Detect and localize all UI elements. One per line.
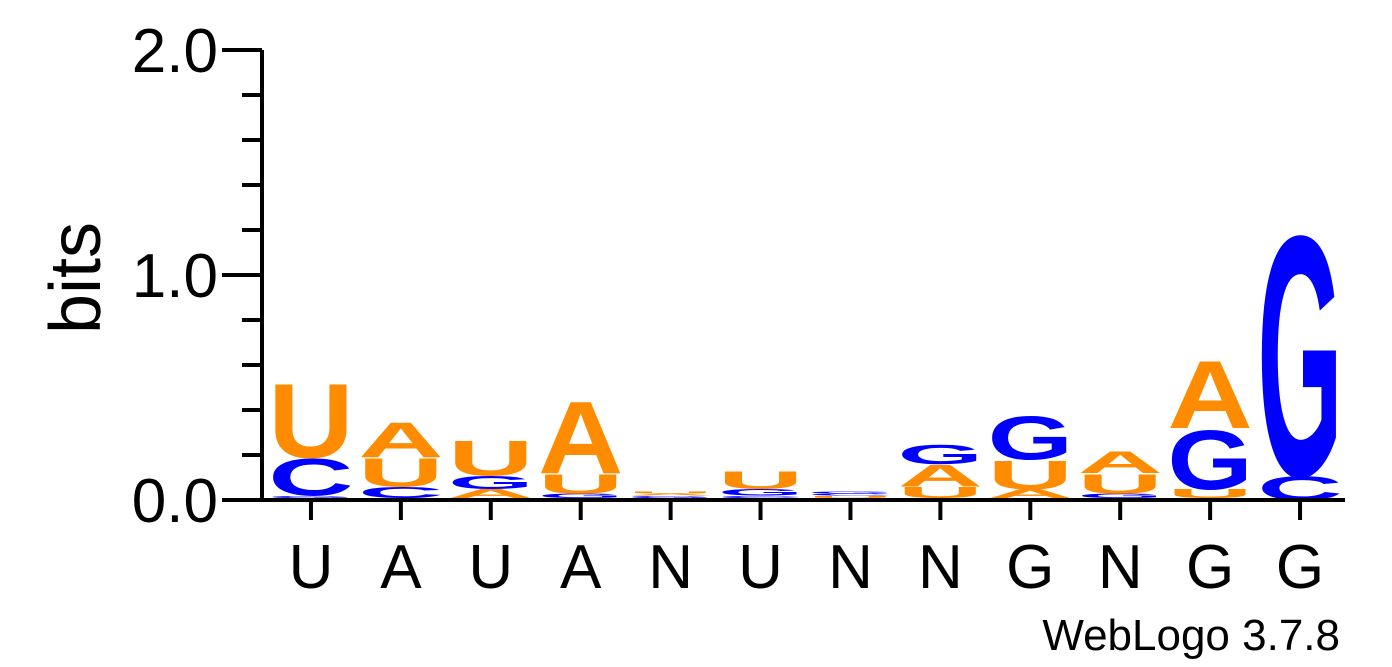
logo-letter-U: U bbox=[1077, 468, 1162, 499]
logo-stack: AGCU bbox=[268, 361, 353, 507]
logo-letter-G: G bbox=[268, 495, 353, 498]
weblogo-credit: WebLogo 3.7.8 bbox=[1042, 611, 1340, 660]
y-tick-label: 2.0 bbox=[132, 17, 218, 86]
x-tick-label: A bbox=[380, 533, 422, 602]
logo-letter-G: G bbox=[538, 492, 623, 499]
y-axis-label: bits bbox=[36, 222, 116, 334]
logo-letter-U: U bbox=[358, 450, 443, 495]
logo-letter-G: G bbox=[628, 495, 713, 498]
x-tick-label: G bbox=[1006, 533, 1054, 602]
logo-letter-C: C bbox=[718, 495, 803, 499]
logo-letter-U: U bbox=[538, 468, 623, 499]
logo-stack: CG bbox=[1257, 165, 1342, 549]
x-tick-label: N bbox=[648, 533, 693, 602]
logo-letter-A: A bbox=[358, 413, 443, 469]
x-tick-label: A bbox=[560, 533, 602, 602]
logo-letter-C: C bbox=[808, 493, 893, 497]
logo-letter-C: C bbox=[358, 484, 443, 501]
logo-letter-A: A bbox=[1077, 445, 1162, 480]
logo-letter-A: A bbox=[628, 493, 713, 497]
logo-letter-A: A bbox=[988, 486, 1073, 500]
logo-letter-A: A bbox=[898, 459, 983, 494]
logo-letter-U: U bbox=[898, 484, 983, 501]
y-tick-label: 1.0 bbox=[132, 242, 218, 311]
logo-letter-G: G bbox=[808, 490, 893, 493]
logo-stacks: AGCUGCUACAGUCGUACGAUACGUAUCGCUAGCAUGCGUA… bbox=[268, 165, 1342, 549]
y-axis: 0.0 1.0 2.0 bbox=[132, 17, 264, 536]
x-tick-label: N bbox=[828, 533, 873, 602]
logo-letter-A: A bbox=[448, 486, 533, 500]
logo-letter-A: A bbox=[1167, 340, 1252, 448]
x-tick-label: U bbox=[468, 533, 513, 602]
logo-letter-C: C bbox=[268, 448, 353, 507]
logo-letter-U: U bbox=[1167, 486, 1252, 500]
x-tick-label: G bbox=[1276, 533, 1324, 602]
x-tick-label: U bbox=[738, 533, 783, 602]
logo-stack: CUGA bbox=[1167, 340, 1252, 507]
logo-letter-U: U bbox=[628, 490, 713, 494]
x-tick-label: U bbox=[289, 533, 334, 602]
logo-letter-A: A bbox=[538, 380, 623, 495]
logo-letter-G: G bbox=[898, 438, 983, 470]
logo-letter-G: G bbox=[448, 472, 533, 493]
logo-letter-U: U bbox=[268, 361, 353, 480]
logo-letter-G: G bbox=[1167, 412, 1252, 507]
x-tick-label: N bbox=[918, 533, 963, 602]
logo-stack: CAUG bbox=[988, 403, 1073, 501]
x-tick-label: N bbox=[1098, 533, 1143, 602]
y-tick-label: 0.0 bbox=[132, 467, 218, 536]
logo-letter-G: G bbox=[988, 403, 1073, 473]
logo-stack: CUAG bbox=[898, 438, 983, 501]
logo-letter-U: U bbox=[718, 467, 803, 495]
x-tick-label: G bbox=[1186, 533, 1234, 602]
logo-stack: GCUA bbox=[358, 413, 443, 501]
logo-letter-U: U bbox=[988, 452, 1073, 497]
logo-letter-G: G bbox=[718, 487, 803, 498]
logo-stack: CAGU bbox=[448, 431, 533, 501]
logo-letter-G: G bbox=[1257, 165, 1342, 549]
logo-letter-U: U bbox=[448, 431, 533, 487]
logo-letter-U: U bbox=[808, 495, 893, 499]
logo-letter-G: G bbox=[1077, 492, 1162, 499]
